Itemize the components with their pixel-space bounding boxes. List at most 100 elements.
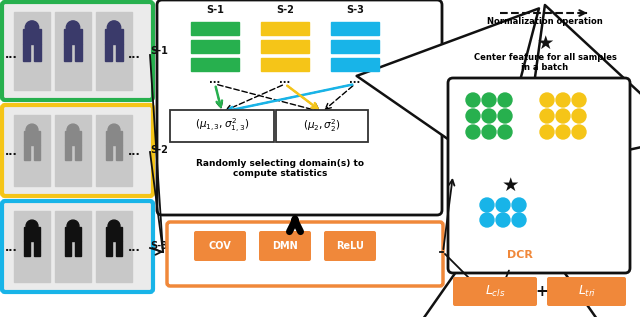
Circle shape (67, 220, 79, 232)
FancyBboxPatch shape (2, 2, 153, 100)
Circle shape (108, 220, 120, 232)
FancyBboxPatch shape (2, 201, 153, 292)
Bar (23, 44, 29, 61)
Bar (106, 241, 112, 256)
Circle shape (466, 93, 480, 107)
Circle shape (572, 93, 586, 107)
Text: S-1: S-1 (150, 46, 168, 56)
Text: DMN: DMN (272, 241, 298, 251)
Circle shape (572, 125, 586, 139)
Bar (261, 22, 309, 35)
FancyBboxPatch shape (2, 105, 153, 196)
Bar (24, 131, 40, 145)
Text: ReLU: ReLU (336, 241, 364, 251)
FancyBboxPatch shape (547, 277, 626, 306)
Text: ...: ... (5, 243, 18, 253)
Bar (76, 44, 82, 61)
Circle shape (496, 198, 510, 212)
Bar (106, 227, 122, 241)
Bar (191, 58, 239, 71)
Text: ...: ... (128, 50, 141, 60)
Text: ★: ★ (501, 176, 519, 195)
FancyBboxPatch shape (170, 110, 274, 142)
FancyBboxPatch shape (448, 78, 630, 273)
Text: compute statistics: compute statistics (233, 170, 327, 178)
Bar (65, 241, 71, 256)
Circle shape (512, 198, 526, 212)
Bar (116, 145, 122, 160)
Bar (75, 241, 81, 256)
Bar (106, 145, 112, 160)
Bar (64, 44, 70, 61)
Bar (106, 131, 122, 145)
Text: COV: COV (209, 241, 232, 251)
Circle shape (482, 125, 496, 139)
Circle shape (482, 93, 496, 107)
Bar (24, 241, 30, 256)
Bar (331, 22, 379, 35)
Circle shape (572, 109, 586, 123)
Circle shape (67, 21, 80, 34)
FancyBboxPatch shape (167, 222, 443, 286)
Circle shape (26, 21, 38, 34)
Text: ...: ... (209, 75, 221, 85)
Text: ...: ... (128, 243, 141, 253)
Text: +: + (536, 283, 548, 299)
Text: in a batch: in a batch (522, 62, 568, 72)
Circle shape (556, 93, 570, 107)
Bar (34, 241, 40, 256)
Circle shape (480, 213, 494, 227)
Text: S-3: S-3 (150, 241, 168, 251)
FancyBboxPatch shape (157, 0, 442, 215)
Circle shape (466, 125, 480, 139)
FancyBboxPatch shape (276, 110, 368, 142)
Bar (116, 44, 123, 61)
Text: ...: ... (128, 147, 141, 157)
Circle shape (496, 213, 510, 227)
Circle shape (556, 109, 570, 123)
Bar (24, 227, 40, 241)
FancyBboxPatch shape (324, 231, 376, 261)
Text: ★: ★ (536, 34, 554, 53)
Bar (64, 29, 82, 44)
Bar (116, 241, 122, 256)
Bar (55, 115, 91, 186)
Bar (65, 227, 81, 241)
Bar (191, 22, 239, 35)
Text: ...: ... (172, 240, 186, 253)
Bar (55, 211, 91, 282)
Text: S-2: S-2 (150, 145, 168, 155)
Text: ...: ... (349, 75, 360, 85)
Text: $L_{tri}$: $L_{tri}$ (578, 283, 596, 299)
Circle shape (108, 124, 120, 136)
Text: $(\mu_2, \sigma^2_2)$: $(\mu_2, \sigma^2_2)$ (303, 118, 341, 134)
Bar (14, 115, 50, 186)
Bar (96, 115, 132, 186)
FancyBboxPatch shape (453, 277, 537, 306)
FancyBboxPatch shape (194, 231, 246, 261)
Text: CNN: CNN (292, 272, 317, 282)
Circle shape (556, 125, 570, 139)
Bar (55, 12, 91, 90)
Text: ...: ... (5, 50, 18, 60)
Text: $(\mu_{1,3}, \sigma^2_{1,3})$: $(\mu_{1,3}, \sigma^2_{1,3})$ (195, 117, 249, 135)
Circle shape (540, 109, 554, 123)
Bar (105, 29, 123, 44)
Text: $L_{cls}$: $L_{cls}$ (484, 283, 506, 299)
Bar (105, 44, 111, 61)
Text: Center feature for all samples: Center feature for all samples (474, 53, 616, 61)
Text: ...: ... (418, 240, 432, 253)
Text: Randomly selecting domain(s) to: Randomly selecting domain(s) to (196, 158, 364, 167)
Text: ...: ... (280, 75, 291, 85)
Circle shape (466, 109, 480, 123)
Circle shape (512, 213, 526, 227)
Bar (65, 145, 71, 160)
Text: DCR: DCR (507, 250, 533, 260)
Text: Normalization operation: Normalization operation (487, 17, 603, 27)
Bar (96, 211, 132, 282)
Circle shape (498, 109, 512, 123)
Bar (65, 131, 81, 145)
Bar (261, 58, 309, 71)
Bar (331, 40, 379, 53)
Circle shape (498, 93, 512, 107)
